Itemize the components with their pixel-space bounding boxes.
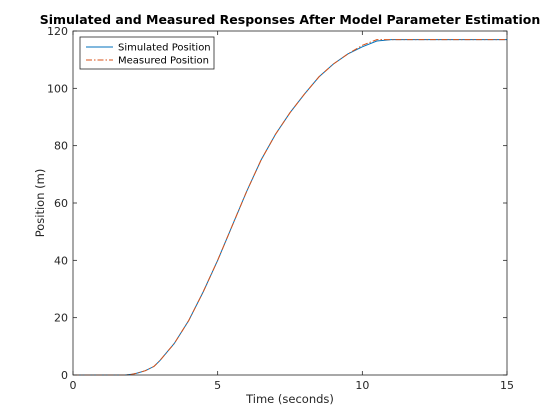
x-tick-label: 5 (214, 379, 221, 392)
y-tick-label: 100 (47, 82, 68, 95)
y-tick-label: 120 (47, 25, 68, 38)
x-axis-label: Time (seconds) (245, 392, 334, 406)
chart-title: Simulated and Measured Responses After M… (40, 12, 541, 27)
y-tick-label: 40 (54, 254, 68, 267)
legend-box (79, 36, 215, 70)
y-axis-label: Position (m) (33, 169, 47, 238)
plot-area (73, 31, 507, 375)
x-tick-label: 15 (500, 379, 514, 392)
y-tick-label: 80 (54, 140, 68, 153)
legend: Simulated Position Measured Position (79, 36, 215, 70)
x-axis-ticks: 0 5 10 15 (70, 31, 514, 392)
legend-label: Measured Position (118, 56, 209, 67)
y-tick-label: 20 (54, 312, 68, 325)
x-tick-label: 10 (355, 379, 369, 392)
y-tick-label: 0 (61, 369, 68, 382)
series-line-measured (73, 39, 507, 376)
y-tick-label: 60 (54, 197, 68, 210)
y-axis-ticks: 0 20 40 60 80 100 120 (47, 25, 507, 382)
legend-label: Simulated Position (118, 43, 211, 54)
series-layer (73, 39, 507, 376)
x-tick-label: 0 (70, 379, 77, 392)
